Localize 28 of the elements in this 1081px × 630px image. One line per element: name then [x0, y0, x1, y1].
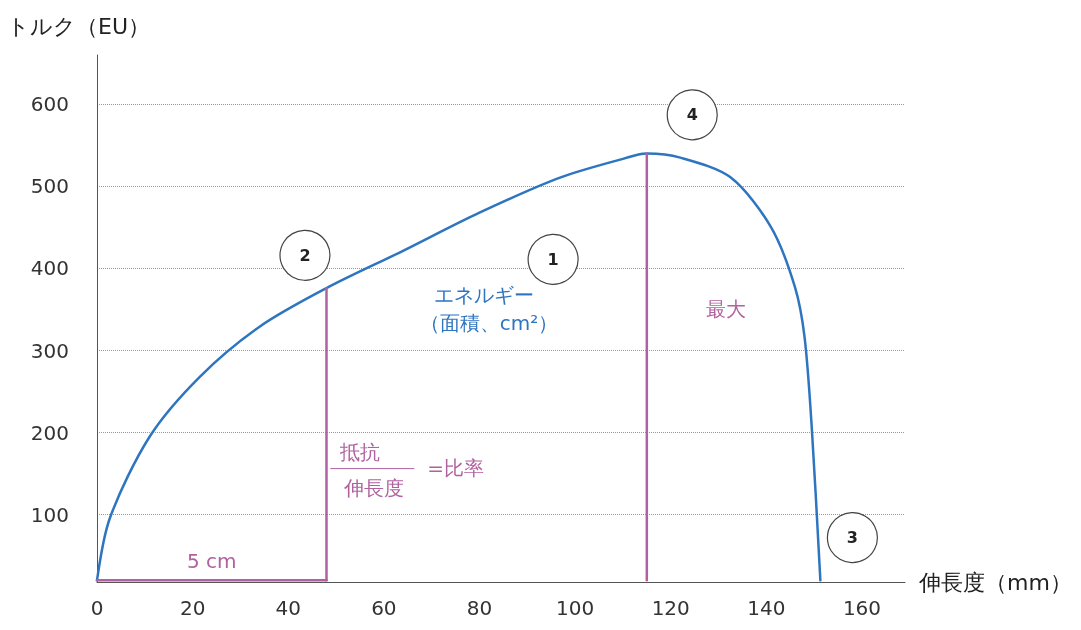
annotation: 2 — [299, 245, 311, 265]
annotation: 抵抗 — [338, 440, 380, 465]
x-tick-label: 160 — [842, 596, 882, 620]
y-axis-title: トルク（EU） — [7, 13, 151, 39]
annotation: エネルギー — [434, 282, 535, 307]
x-tick-label: 120 — [651, 596, 690, 620]
y-tick-label: 600 — [30, 92, 69, 117]
x-tick-label: 20 — [179, 596, 206, 620]
annotation: 4 — [686, 105, 698, 125]
y-tick-label: 100 — [30, 502, 69, 527]
x-tick-label: 60 — [371, 596, 397, 620]
x-tick-label: 100 — [556, 596, 595, 620]
x-tick-label: 40 — [275, 596, 301, 620]
y-tick-label: 500 — [30, 174, 69, 199]
annotation: =比率 — [427, 455, 484, 480]
annotation: 3 — [846, 528, 858, 548]
annotation: 最大 — [706, 297, 747, 322]
annotation: （面積、cm²） — [419, 310, 559, 335]
x-tick-label: 0 — [90, 596, 104, 620]
x-tick-label: 140 — [747, 596, 786, 620]
y-tick-label: 300 — [30, 338, 69, 363]
x-axis-title: 伸長度（mm） — [918, 569, 1072, 595]
annotation: 1 — [547, 249, 559, 269]
y-tick-label: 400 — [30, 256, 69, 281]
annotation: 5 cm — [186, 548, 237, 573]
x-tick-label: 80 — [466, 596, 493, 620]
annotation: 伸長度 — [343, 475, 405, 500]
y-tick-label: 200 — [30, 420, 69, 445]
